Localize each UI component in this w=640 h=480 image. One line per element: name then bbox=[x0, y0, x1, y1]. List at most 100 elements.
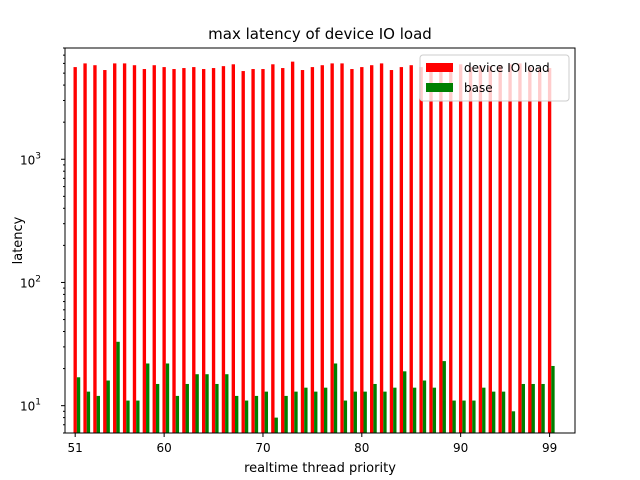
bar-base-74 bbox=[304, 387, 308, 433]
bar-base-73 bbox=[294, 391, 298, 433]
bar-base-66 bbox=[225, 374, 229, 433]
bar-base-96 bbox=[521, 383, 525, 433]
bar-device-io-load-59 bbox=[152, 65, 156, 433]
bar-device-io-load-77 bbox=[330, 63, 334, 433]
bar-device-io-load-89 bbox=[449, 67, 453, 434]
bar-device-io-load-70 bbox=[261, 69, 265, 434]
y-tick-label-100: 102 bbox=[20, 274, 41, 290]
y-tick-base: 10 bbox=[20, 400, 35, 414]
legend-label-device-io-load: device IO load bbox=[464, 61, 550, 75]
y-tick-base: 10 bbox=[20, 276, 35, 290]
bar-base-53 bbox=[96, 395, 100, 433]
bar-device-io-load-93 bbox=[488, 66, 492, 433]
bar-device-io-load-57 bbox=[132, 65, 137, 433]
bar-base-85 bbox=[412, 387, 417, 433]
bar-device-io-load-51 bbox=[73, 67, 77, 434]
x-tick-label-70: 70 bbox=[255, 441, 270, 455]
bar-base-67 bbox=[235, 395, 239, 433]
y-tick-label-1000: 103 bbox=[20, 151, 41, 167]
bar-device-io-load-73 bbox=[290, 61, 295, 433]
bar-device-io-load-64 bbox=[201, 69, 206, 434]
bar-device-io-load-91 bbox=[468, 67, 473, 434]
bar-base-68 bbox=[244, 400, 249, 433]
y-tick-exponent: 3 bbox=[35, 151, 41, 161]
legend-swatch-base bbox=[426, 83, 453, 92]
bar-device-io-load-67 bbox=[231, 64, 235, 433]
bar-device-io-load-68 bbox=[241, 71, 245, 433]
bar-base-80 bbox=[363, 391, 367, 433]
x-tick-label-99: 99 bbox=[542, 441, 557, 455]
bar-base-89 bbox=[452, 400, 456, 433]
bar-base-60 bbox=[165, 363, 170, 433]
bar-device-io-load-86 bbox=[419, 67, 423, 434]
bar-base-93 bbox=[491, 391, 496, 433]
bar-device-io-load-61 bbox=[172, 69, 176, 434]
bar-base-87 bbox=[432, 387, 437, 433]
bar-base-57 bbox=[136, 400, 140, 433]
legend-box bbox=[419, 54, 570, 102]
bar-base-83 bbox=[393, 387, 397, 433]
x-tick-label-51: 51 bbox=[68, 441, 83, 455]
bar-device-io-load-90 bbox=[458, 64, 463, 433]
bar-base-75 bbox=[314, 391, 318, 433]
bar-device-io-load-95 bbox=[508, 64, 512, 433]
bar-device-io-load-88 bbox=[439, 68, 443, 433]
bar-base-69 bbox=[254, 395, 259, 433]
y-tick-exponent: 1 bbox=[35, 398, 41, 408]
bar-device-io-load-62 bbox=[182, 68, 186, 433]
bar-device-io-load-60 bbox=[162, 67, 166, 434]
bar-device-io-load-66 bbox=[221, 66, 226, 433]
y-tick-base: 10 bbox=[20, 153, 35, 167]
bar-base-90 bbox=[462, 400, 466, 433]
bar-device-io-load-52 bbox=[83, 63, 87, 433]
bar-base-62 bbox=[185, 383, 189, 433]
bar-base-64 bbox=[205, 374, 209, 433]
bar-base-81 bbox=[373, 383, 377, 433]
bar-device-io-load-75 bbox=[310, 67, 315, 434]
x-tick-label-80: 80 bbox=[354, 441, 369, 455]
bar-base-76 bbox=[323, 387, 328, 433]
bar-device-io-load-56 bbox=[122, 63, 127, 433]
bar-base-71 bbox=[274, 417, 278, 433]
bar-device-io-load-63 bbox=[192, 67, 196, 434]
plot-frame bbox=[64, 47, 576, 434]
bar-base-97 bbox=[531, 383, 535, 433]
bar-base-95 bbox=[511, 411, 516, 433]
bar-base-58 bbox=[146, 363, 150, 433]
bar-base-78 bbox=[343, 400, 348, 433]
bar-device-io-load-94 bbox=[498, 65, 502, 433]
bar-device-io-load-85 bbox=[409, 65, 413, 433]
bar-base-88 bbox=[442, 361, 446, 433]
bar-device-io-load-96 bbox=[518, 63, 522, 433]
bar-device-io-load-55 bbox=[113, 63, 117, 433]
bar-device-io-load-54 bbox=[103, 70, 107, 433]
bar-device-io-load-74 bbox=[300, 70, 305, 433]
bar-device-io-load-98 bbox=[538, 68, 542, 433]
bar-base-52 bbox=[86, 391, 91, 433]
bar-base-54 bbox=[106, 380, 110, 433]
bar-device-io-load-76 bbox=[320, 65, 324, 433]
bar-base-61 bbox=[175, 395, 180, 433]
x-axis-label: realtime thread priority bbox=[244, 461, 396, 476]
y-tick-label-10: 101 bbox=[20, 398, 41, 414]
bar-base-59 bbox=[155, 383, 160, 433]
bar-device-io-load-72 bbox=[281, 68, 285, 433]
bar-base-56 bbox=[126, 400, 130, 433]
chart-title: max latency of device IO load bbox=[208, 25, 432, 43]
bar-base-82 bbox=[383, 391, 387, 433]
bar-base-77 bbox=[333, 363, 338, 433]
bar-device-io-load-65 bbox=[211, 68, 216, 433]
x-tick-label-90: 90 bbox=[453, 441, 468, 455]
bar-device-io-load-80 bbox=[360, 67, 364, 434]
bar-base-63 bbox=[195, 374, 199, 433]
legend-swatch-device-io-load bbox=[426, 63, 453, 72]
bar-base-86 bbox=[422, 380, 427, 433]
bar-device-io-load-92 bbox=[478, 66, 483, 433]
bar-base-55 bbox=[116, 341, 120, 433]
bar-base-70 bbox=[264, 391, 269, 433]
bar-device-io-load-82 bbox=[379, 63, 384, 433]
bar-base-98 bbox=[541, 383, 545, 433]
